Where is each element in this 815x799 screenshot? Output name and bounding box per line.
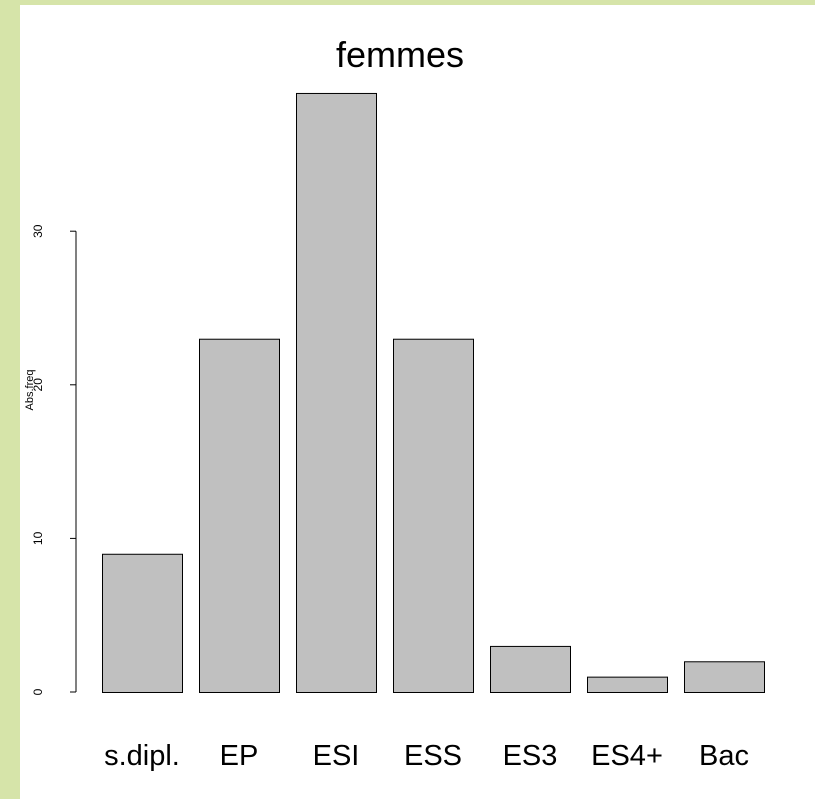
bar xyxy=(490,645,571,693)
bar xyxy=(199,338,280,693)
bars xyxy=(102,92,765,694)
x-category-label: ESI xyxy=(313,740,360,772)
x-category-label: ESS xyxy=(404,740,462,772)
bar xyxy=(393,338,474,693)
x-category-label: ES3 xyxy=(503,740,558,772)
y-tick-label: 0 xyxy=(31,688,45,695)
y-axis: 0 10 20 30 Abs.freq xyxy=(24,224,77,695)
x-category-label: ES4+ xyxy=(591,740,663,772)
x-category-label: s.dipl. xyxy=(104,740,180,772)
x-category-label: Bac xyxy=(699,740,749,772)
y-tick-label: 20 xyxy=(31,378,45,392)
x-category-label: EP xyxy=(220,740,259,772)
y-tick-label: 30 xyxy=(31,224,45,238)
x-axis-labels: s.dipl. EP ESI ESS ES3 ES4+ Bac xyxy=(104,740,749,772)
bar xyxy=(296,92,377,693)
bar xyxy=(587,676,668,694)
plot-frame: femmes 0 10 20 30 Abs.freq s.dipl. EP ESI ESS ES… xyxy=(20,5,815,799)
chart-title: femmes xyxy=(336,34,464,75)
y-tick-label: 10 xyxy=(31,531,45,545)
y-axis-title: Abs.freq xyxy=(24,370,36,411)
bar-chart: femmes 0 10 20 30 Abs.freq s.dipl. EP ESI ESS ES… xyxy=(24,34,765,772)
bar xyxy=(102,553,183,694)
bar xyxy=(684,661,765,694)
